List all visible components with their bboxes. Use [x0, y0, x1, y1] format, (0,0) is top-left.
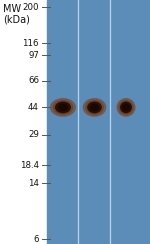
Ellipse shape: [85, 100, 103, 114]
Text: 116: 116: [22, 39, 39, 48]
Ellipse shape: [122, 104, 130, 111]
Ellipse shape: [60, 106, 66, 109]
Ellipse shape: [83, 99, 106, 116]
Ellipse shape: [119, 100, 133, 114]
Text: 200: 200: [22, 3, 39, 12]
Ellipse shape: [92, 106, 97, 109]
Text: 18.4: 18.4: [20, 161, 39, 170]
Ellipse shape: [88, 102, 101, 113]
Ellipse shape: [53, 100, 73, 114]
Text: 44: 44: [28, 103, 39, 112]
Ellipse shape: [58, 104, 68, 111]
Text: 97: 97: [28, 51, 39, 60]
Ellipse shape: [124, 106, 128, 109]
Text: 14: 14: [28, 179, 39, 188]
Ellipse shape: [90, 104, 99, 111]
Ellipse shape: [51, 99, 75, 116]
Bar: [46, 0, 150, 244]
Ellipse shape: [56, 102, 70, 113]
Text: 6: 6: [33, 234, 39, 244]
Ellipse shape: [121, 102, 131, 113]
Text: 66: 66: [28, 76, 39, 85]
Ellipse shape: [117, 99, 135, 116]
Text: 29: 29: [28, 131, 39, 140]
Text: MW
(kDa): MW (kDa): [3, 4, 30, 25]
